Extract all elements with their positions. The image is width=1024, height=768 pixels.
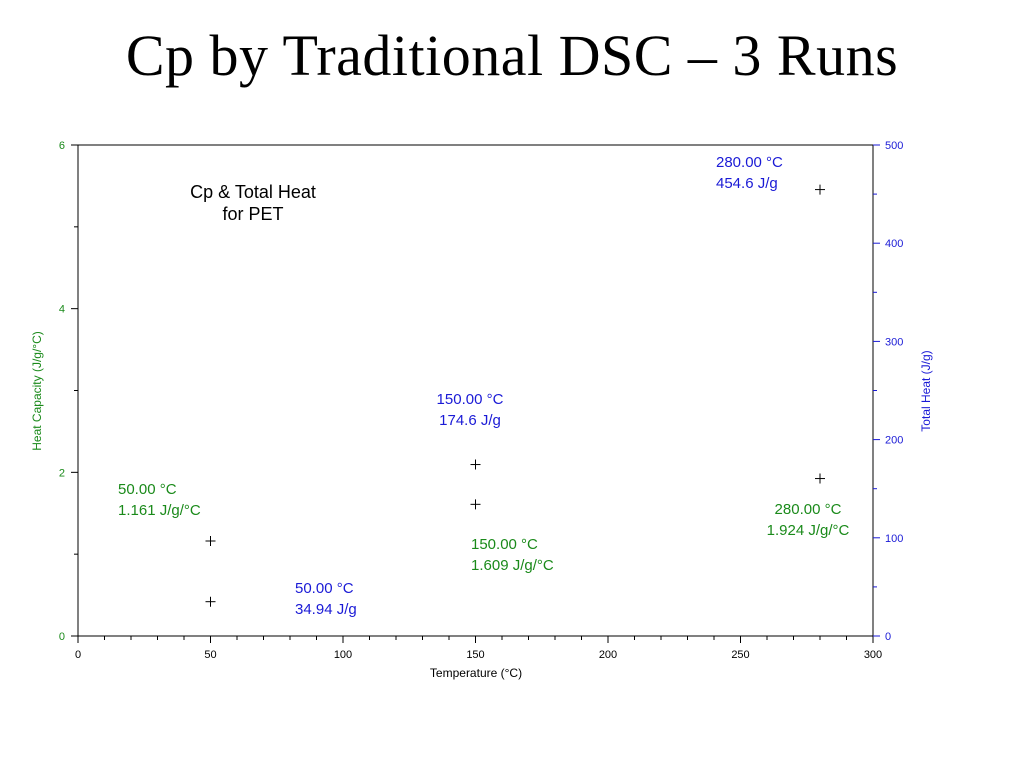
x-tick-label: 150 bbox=[466, 649, 484, 661]
x-axis-label: Temperature (°C) bbox=[430, 666, 522, 680]
data-point-right bbox=[470, 459, 481, 470]
y2-tick-label: 300 bbox=[885, 336, 903, 348]
y-tick-label: 0 bbox=[59, 631, 65, 643]
data-point-left bbox=[470, 499, 481, 510]
x-tick-label: 50 bbox=[204, 649, 216, 661]
x-axis: 0 50 100 150 200 250 300 bbox=[75, 636, 882, 661]
x-tick-label: 250 bbox=[731, 649, 749, 661]
y2-tick-label: 100 bbox=[885, 533, 903, 545]
data-point-right bbox=[205, 596, 216, 607]
y2-tick-label: 200 bbox=[885, 435, 903, 447]
x-tick-label: 100 bbox=[334, 649, 352, 661]
annotation-left: 50.00 °C 1.161 J/g/°C bbox=[118, 481, 201, 519]
annotation-right: 280.00 °C 454.6 J/g bbox=[716, 154, 783, 192]
x-tick-label: 0 bbox=[75, 649, 81, 661]
x-tick-label: 200 bbox=[599, 649, 617, 661]
y-axis-right-label: Total Heat (J/g) bbox=[919, 350, 933, 431]
y2-tick-label: 500 bbox=[885, 140, 903, 152]
y2-tick-label: 0 bbox=[885, 631, 891, 643]
y-axis-left-label: Heat Capacity (J/g/°C) bbox=[30, 331, 44, 451]
y-axis-right: 0 100 200 300 400 500 bbox=[873, 140, 903, 643]
annotation-left: 280.00 °C 1.924 J/g/°C bbox=[767, 501, 850, 539]
annotation-left: 150.00 °C 1.609 J/g/°C bbox=[471, 536, 554, 574]
annotation-right: 150.00 °C 174.6 J/g bbox=[437, 391, 504, 429]
data-annotations: 50.00 °C 1.161 J/g/°C 150.00 °C 1.609 J/g/°… bbox=[118, 154, 850, 618]
data-point-left bbox=[205, 535, 216, 546]
y-tick-label: 6 bbox=[59, 140, 65, 152]
slide-title: Cp by Traditional DSC – 3 Runs bbox=[125, 23, 899, 88]
y2-tick-label: 400 bbox=[885, 238, 903, 250]
data-point-left bbox=[815, 473, 825, 484]
y-axis-left: 0 2 4 6 bbox=[59, 140, 78, 643]
annotation-right: 50.00 °C 34.94 J/g bbox=[295, 580, 357, 618]
plot-title: Cp & Total Heat for PET bbox=[190, 182, 316, 224]
y-tick-label: 2 bbox=[59, 467, 65, 479]
x-tick-label: 300 bbox=[864, 649, 882, 661]
data-markers bbox=[205, 184, 825, 607]
y-tick-label: 4 bbox=[59, 304, 65, 316]
data-point-right bbox=[815, 184, 825, 195]
